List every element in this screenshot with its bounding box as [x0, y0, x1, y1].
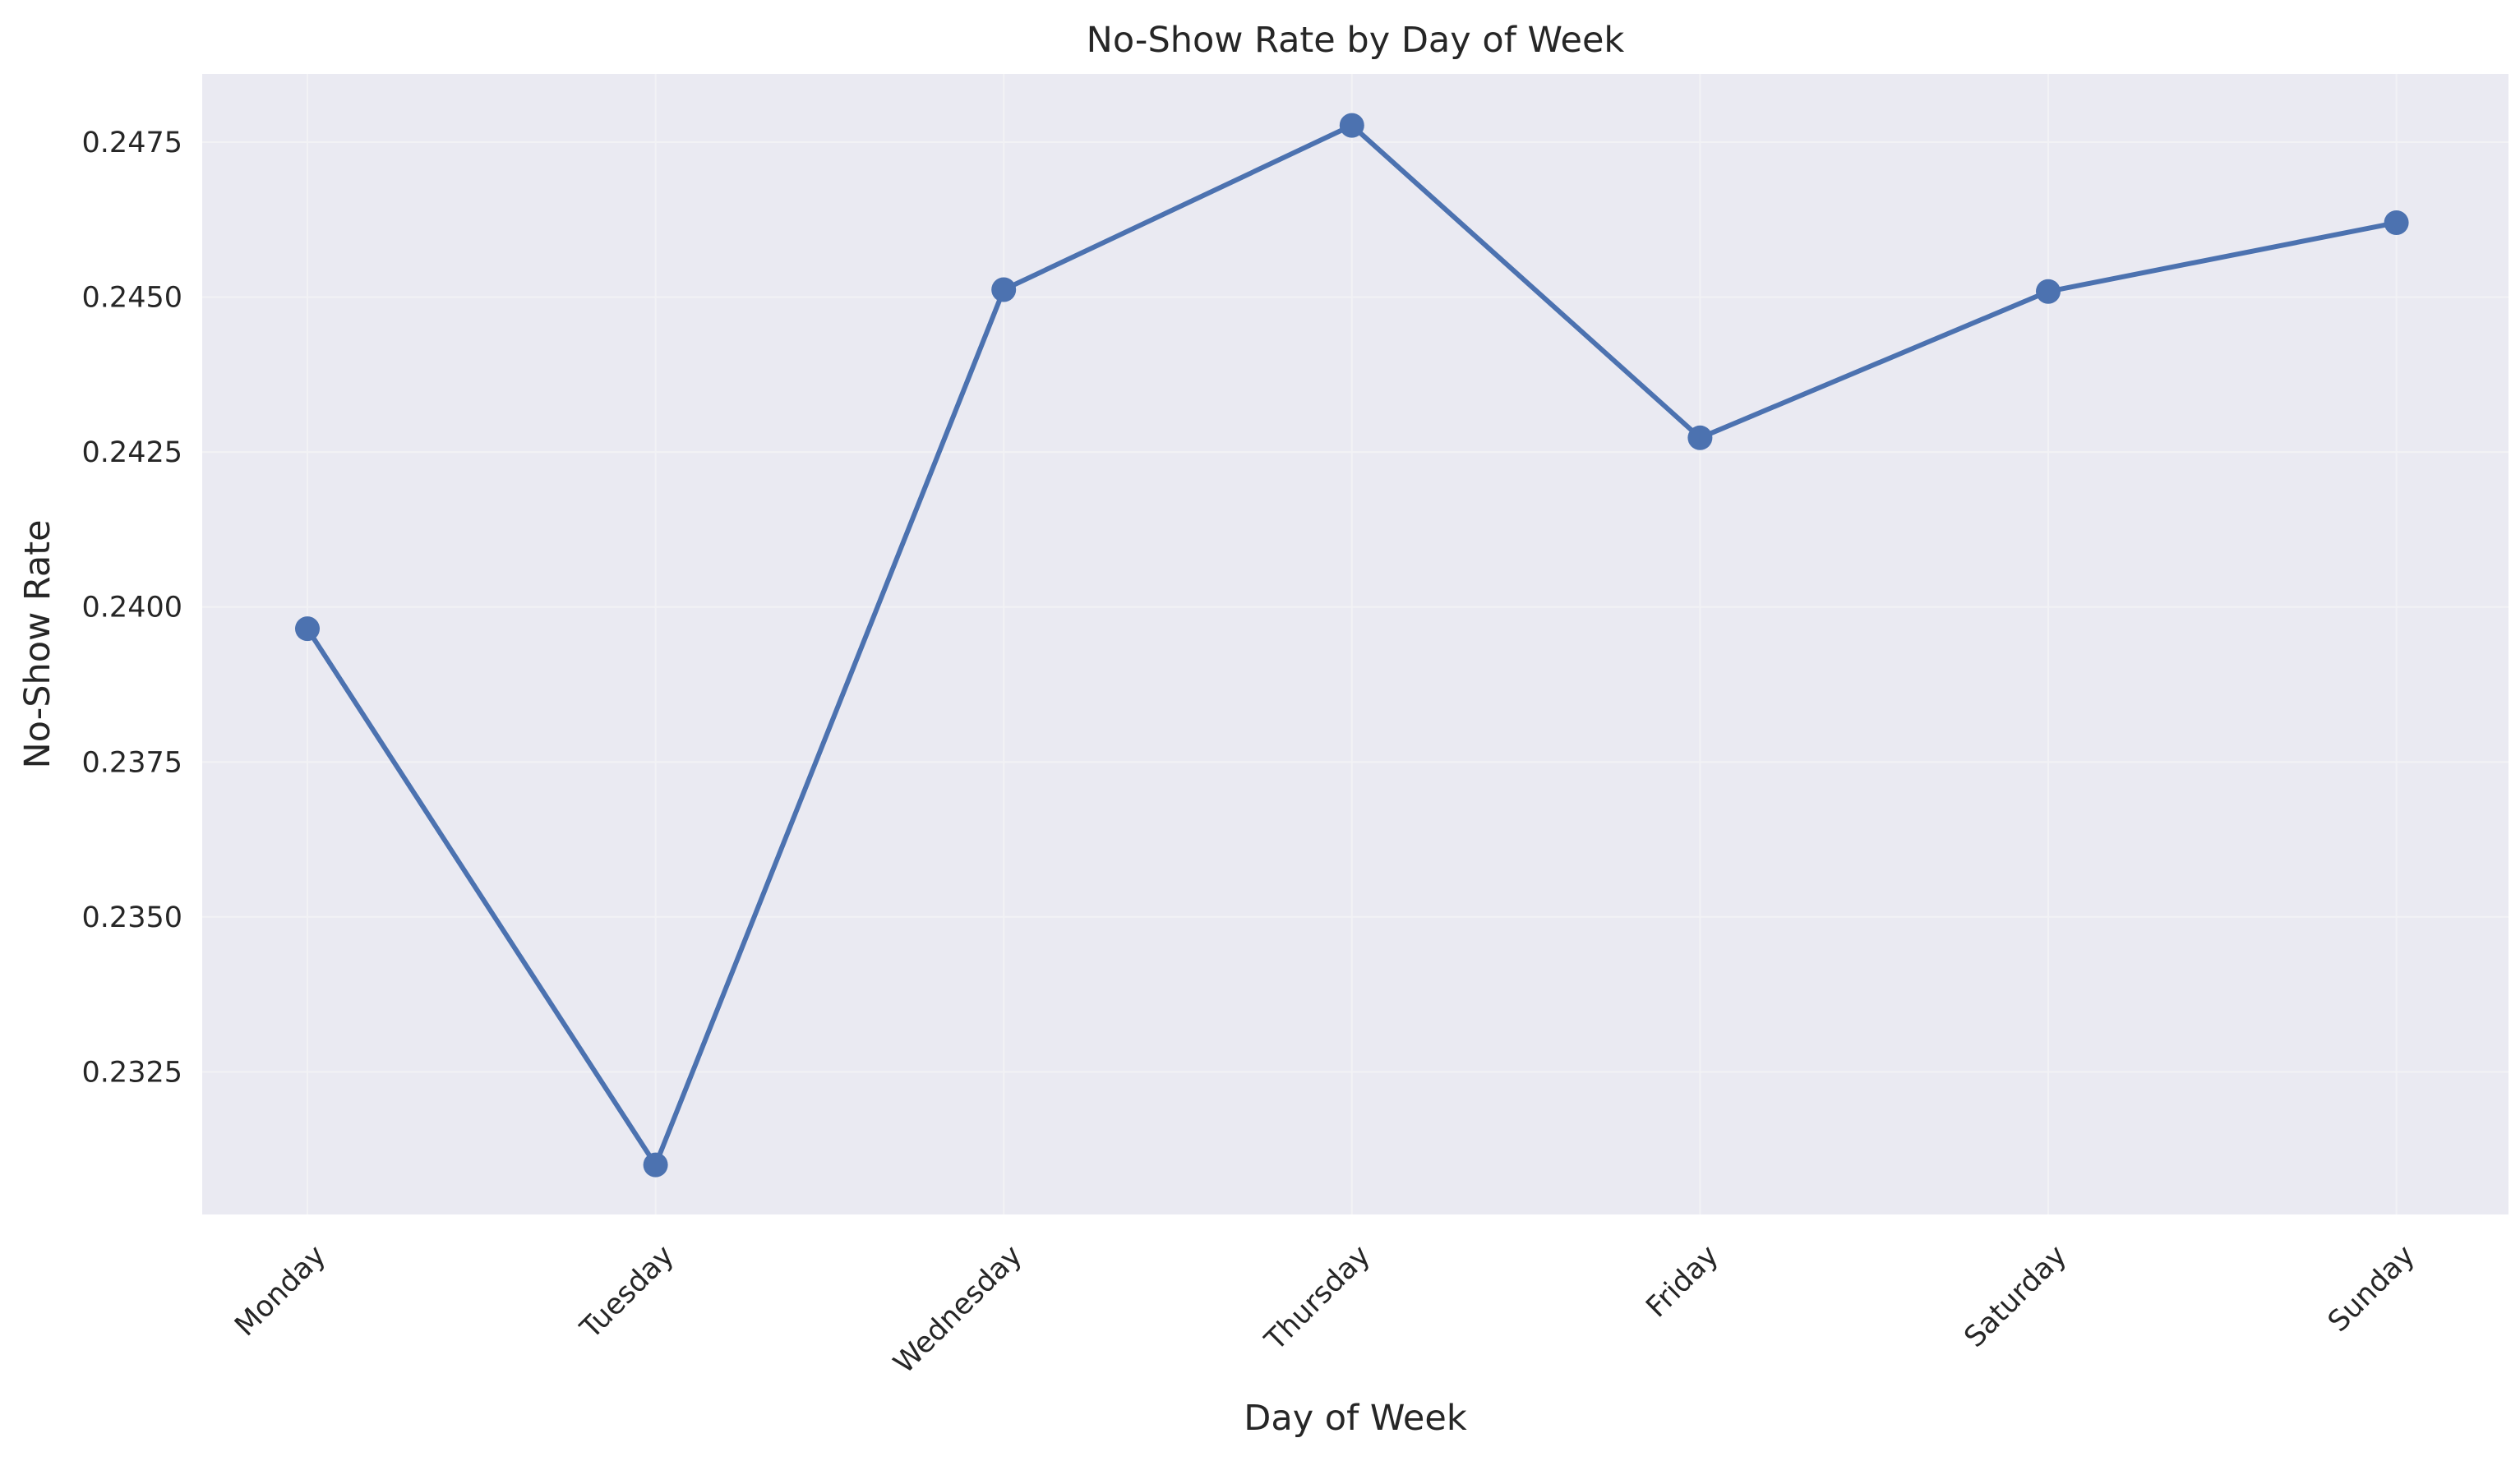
y-axis-label: No-Show Rate [17, 519, 58, 768]
data-point-saturday [2036, 279, 2061, 304]
x-tick-label: Thursday [1258, 1239, 1377, 1357]
grid-lines [202, 74, 2508, 1214]
data-point-sunday [2384, 210, 2409, 236]
data-point-tuesday [643, 1152, 668, 1178]
data-point-thursday [1339, 113, 1364, 138]
x-tick-labels: Monday Tuesday Wednesday Thursday Friday Satu… [228, 1239, 2421, 1380]
y-tick-label: 0.2375 [82, 746, 182, 779]
y-tick-label: 0.2425 [82, 436, 182, 469]
x-tick-label: Friday [1640, 1239, 1724, 1324]
x-axis-label: Day of Week [1244, 1398, 1467, 1439]
chart-title: No-Show Rate by Day of Week [1087, 20, 1625, 61]
x-tick-label: Sunday [2322, 1239, 2421, 1339]
data-point-wednesday [991, 277, 1017, 302]
x-tick-label: Saturday [1959, 1239, 2074, 1354]
data-point-monday [295, 616, 320, 642]
y-tick-label: 0.2325 [82, 1057, 182, 1090]
y-tick-labels: 0.2325 0.2350 0.2375 0.2400 0.2425 0.2450 0.24… [82, 127, 182, 1090]
y-tick-label: 0.2350 [82, 901, 182, 934]
x-tick-label: Monday [228, 1239, 332, 1343]
y-tick-label: 0.2450 [82, 282, 182, 315]
series-markers [295, 113, 2409, 1178]
y-tick-label: 0.2400 [82, 592, 182, 624]
plot-background [202, 74, 2508, 1214]
x-tick-label: Tuesday [574, 1239, 681, 1346]
x-tick-label: Wednesday [888, 1239, 1029, 1380]
data-point-friday [1687, 425, 1713, 450]
y-tick-label: 0.2475 [82, 127, 182, 159]
